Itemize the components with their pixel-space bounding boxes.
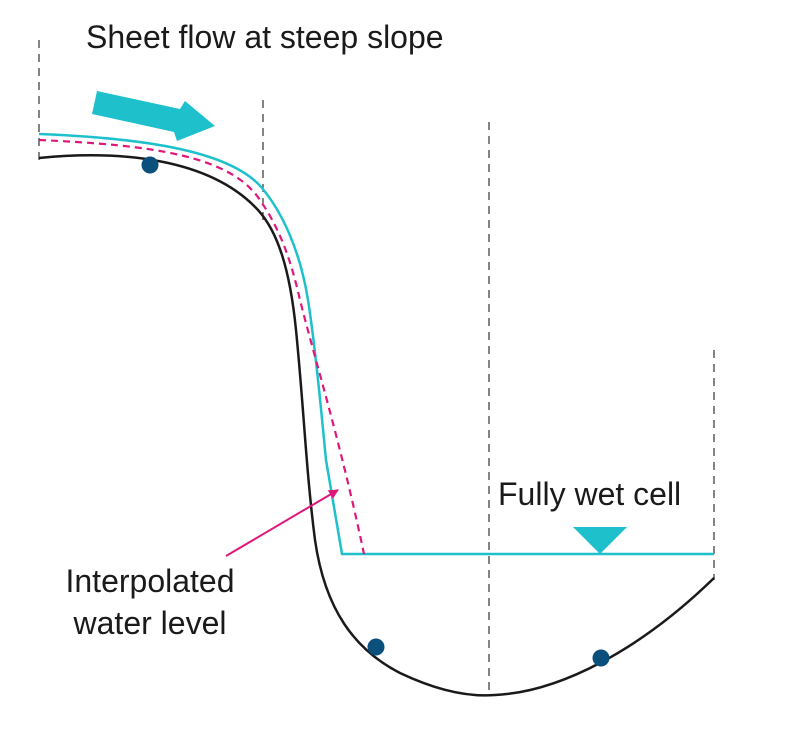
cell-center-point bbox=[141, 156, 159, 174]
water-surface bbox=[38, 132, 714, 556]
fully-wet-cell-label: Fully wet cell bbox=[498, 476, 681, 512]
cell-center-point bbox=[592, 649, 610, 667]
interpolated-label-line1: Interpolated bbox=[65, 563, 234, 599]
terrain-profile bbox=[38, 154, 715, 697]
cell-center-point bbox=[367, 638, 385, 656]
water-level-triangle-icon bbox=[573, 527, 627, 554]
interpolated-pointer-arrow bbox=[225, 489, 339, 557]
flow-arrow-icon bbox=[92, 91, 215, 141]
interpolated-water-level bbox=[38, 138, 366, 555]
title-label: Sheet flow at steep slope bbox=[86, 19, 444, 55]
cell-centers bbox=[141, 156, 610, 667]
interpolated-label-line2: water level bbox=[73, 605, 227, 641]
